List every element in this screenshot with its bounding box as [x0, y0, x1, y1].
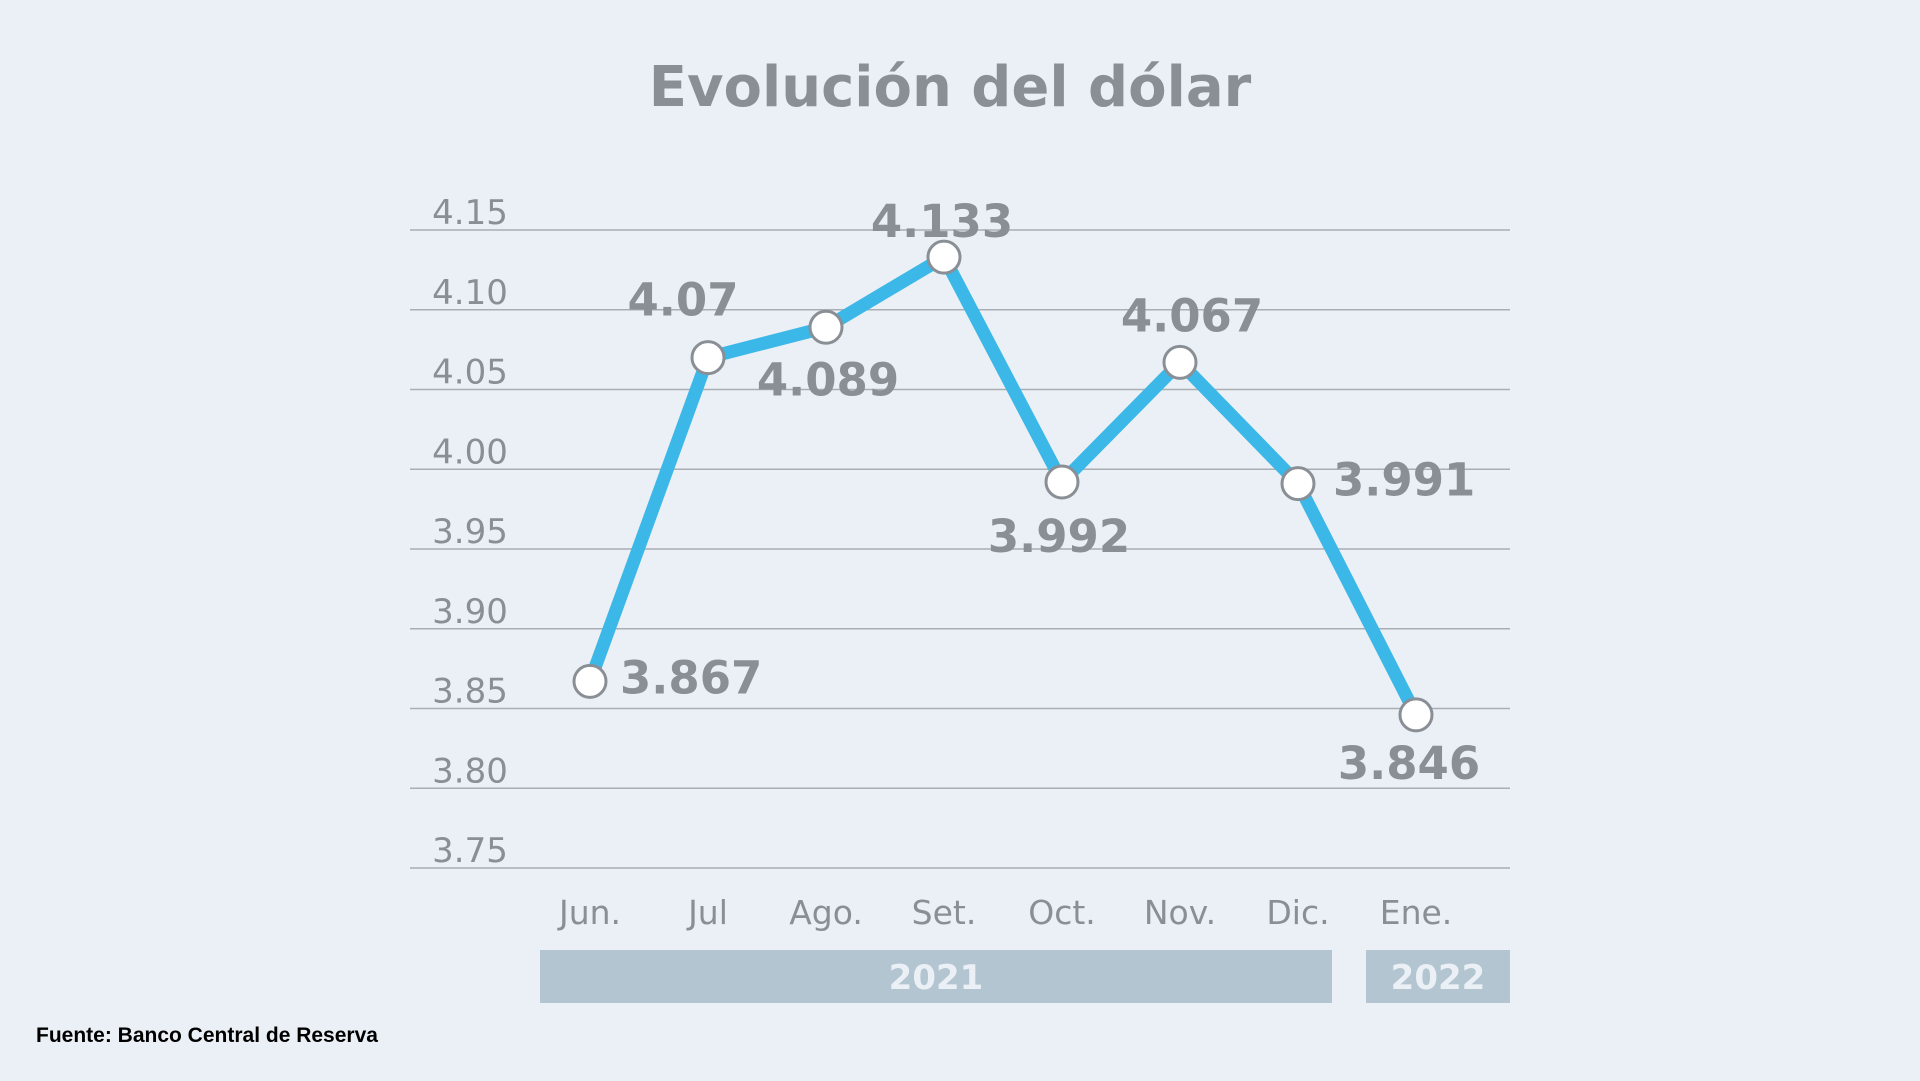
- data-label: 3.867: [620, 651, 762, 704]
- x-tick-label: Nov.: [1144, 893, 1216, 932]
- data-label: 3.992: [988, 510, 1130, 563]
- y-tick-label: 3.90: [432, 592, 508, 632]
- x-tick-label: Oct.: [1028, 893, 1096, 932]
- data-point: [1398, 697, 1434, 733]
- year-band: [540, 950, 1332, 1003]
- data-label: 3.846: [1338, 737, 1480, 790]
- y-tick-label: 3.95: [432, 512, 508, 552]
- data-label: 4.07: [627, 274, 738, 327]
- y-tick-label: 4.00: [432, 432, 508, 472]
- data-label: 4.133: [871, 195, 1013, 248]
- data-label: 4.089: [757, 353, 899, 406]
- data-point: [572, 663, 608, 699]
- data-label: 3.991: [1333, 454, 1475, 507]
- data-point: [690, 340, 726, 376]
- x-tick-label: Jul: [686, 893, 728, 932]
- data-point: [926, 239, 962, 275]
- source-note: Fuente: Banco Central de Reserva: [36, 1024, 378, 1047]
- y-tick-label: 4.15: [432, 193, 508, 233]
- y-tick-label: 4.05: [432, 353, 508, 393]
- x-tick-label: Set.: [912, 893, 977, 932]
- data-point: [1162, 344, 1198, 380]
- y-tick-label: 3.80: [432, 751, 508, 791]
- x-tick-label: Jun.: [557, 893, 621, 932]
- year-label: 2021: [889, 958, 984, 998]
- chart-title: Evolución del dólar: [648, 55, 1252, 120]
- x-tick-label: Ago.: [789, 893, 863, 932]
- y-tick-label: 4.10: [432, 273, 508, 313]
- data-label: 4.067: [1121, 289, 1263, 342]
- x-tick-label: Dic.: [1266, 893, 1329, 932]
- year-label: 2022: [1391, 958, 1486, 998]
- x-tick-label: Ene.: [1380, 893, 1453, 932]
- data-point: [1280, 466, 1316, 502]
- year-band: [1366, 950, 1510, 1003]
- y-tick-label: 3.85: [432, 672, 508, 712]
- y-tick-label: 3.75: [432, 831, 508, 871]
- data-point: [808, 309, 844, 345]
- series-line: [583, 250, 1423, 722]
- data-point: [1044, 464, 1080, 500]
